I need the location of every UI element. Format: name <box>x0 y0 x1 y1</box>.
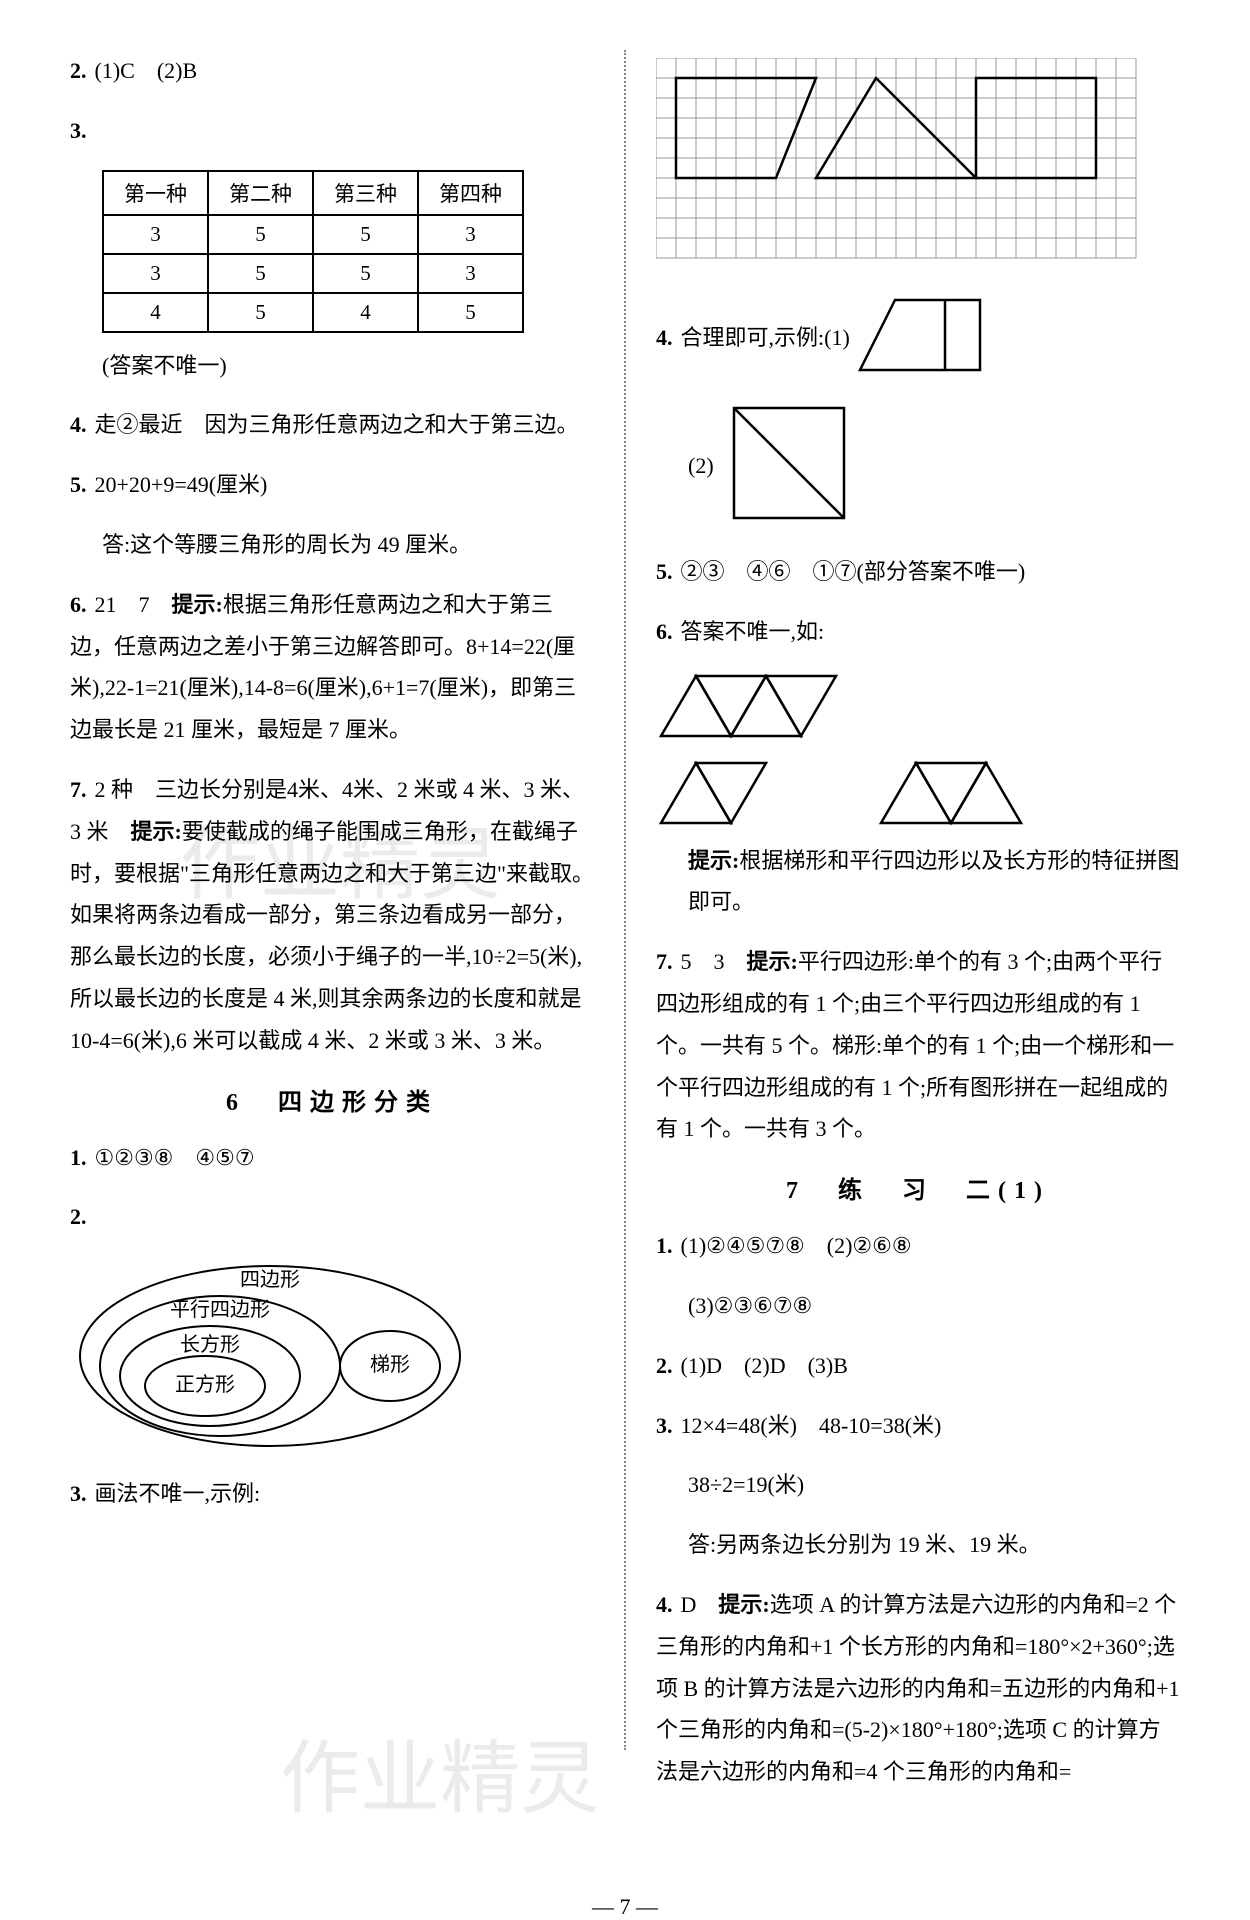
s7q4-lead: D <box>681 1592 719 1617</box>
s6-q2: 2. <box>70 1196 594 1238</box>
q2-text: (1)C (2)B <box>95 58 198 83</box>
r-q6: 6. 答案不唯一,如: <box>656 611 1180 653</box>
s7-q2: 2. (1)D (2)D (3)B <box>656 1345 1180 1387</box>
venn-diagram: 四边形平行四边形长方形正方形 梯形 <box>70 1256 594 1461</box>
qnum: 3. <box>70 1481 87 1506</box>
question-2: 2. (1)C (2)B <box>70 50 594 92</box>
s7q4-text: 选项 A 的计算方法是六边形的内角和=2 个三角形的内角和+1 个长方形的内角和… <box>656 1592 1180 1784</box>
s7-q4: 4. D 提示:选项 A 的计算方法是六边形的内角和=2 个三角形的内角和+1 个… <box>656 1584 1180 1793</box>
q7-text: 要使截成的绳子能围成三角形，在截绳子时，要根据"三角形任意两边之和大于第三边"来… <box>70 819 594 1053</box>
sub2-label: (2) <box>688 453 714 478</box>
svg-text:长方形: 长方形 <box>180 1333 240 1356</box>
s7q2-text: (1)D (2)D (3)B <box>681 1353 848 1378</box>
qnum: 4. <box>70 412 87 437</box>
left-column: 2.(1)C (2)B 3. 第一种第二种第三种第四种355335534545 … <box>70 50 594 1830</box>
qnum: 7. <box>70 777 87 802</box>
qnum: 4. <box>656 1592 673 1617</box>
qnum: 3. <box>70 118 87 143</box>
trapezoid-icon <box>855 295 995 385</box>
hint-label: 提示: <box>688 848 739 873</box>
question-6: 6.21 7 提示:根据三角形任意两边之和大于第三边，任意两边之差小于第三边解答… <box>70 584 594 751</box>
hint-label: 提示: <box>172 592 223 617</box>
qnum: 1. <box>656 1233 673 1258</box>
q3-table: 第一种第二种第三种第四种355335534545 <box>102 170 524 333</box>
qnum: 7. <box>656 949 673 974</box>
s7-q3-ans: 答:另两条边长分别为 19 米、19 米。 <box>656 1524 1180 1566</box>
qnum: 3. <box>656 1413 673 1438</box>
r-q6-hint: 提示:根据梯形和平行四边形以及长方形的特征拼图即可。 <box>656 840 1180 924</box>
s6-q3: 3. 画法不唯一,示例: <box>70 1473 594 1515</box>
rq5-text: ②③ ④⑥ ①⑦(部分答案不唯一) <box>681 559 1026 584</box>
s7-q1: 1. (1)②④⑤⑦⑧ (2)②⑥⑧ <box>656 1225 1180 1267</box>
triangle-strip-1 <box>656 671 1180 746</box>
rq4-text: 合理即可,示例:(1) <box>681 325 850 350</box>
r-q4: 4. 合理即可,示例:(1) <box>656 295 1180 385</box>
svg-text:梯形: 梯形 <box>370 1353 410 1376</box>
svg-text:四边形: 四边形 <box>240 1268 300 1291</box>
section-6-title: 6 四边形分类 <box>70 1082 594 1117</box>
svg-text:正方形: 正方形 <box>175 1373 235 1396</box>
column-divider <box>624 50 626 1750</box>
rq7-text: 平行四边形:单个的有 3 个;由两个平行四边形组成的有 1 个;由三个平行四边形… <box>656 949 1174 1141</box>
q6-lead: 21 7 <box>95 592 172 617</box>
qnum: 6. <box>656 619 673 644</box>
q5-calc: 20+20+9=49(厘米) <box>95 472 268 497</box>
section-7-title: 7 练 习 二(1) <box>656 1170 1180 1205</box>
s6-q1: 1. ①②③⑧ ④⑤⑦ <box>70 1137 594 1179</box>
question-4: 4. 走②最近 因为三角形任意两边之和大于第三边。 <box>70 404 594 446</box>
question-7: 7.2 种 三边长分别是4米、4米、2 米或 4 米、3 米、3 米 提示:要使… <box>70 769 594 1062</box>
rq6-text: 答案不唯一,如: <box>681 619 825 644</box>
qnum: 5. <box>656 559 673 584</box>
s6q3-text: 画法不唯一,示例: <box>95 1481 261 1506</box>
r-q7: 7. 5 3 提示:平行四边形:单个的有 3 个;由两个平行四边形组成的有 1 个… <box>656 941 1180 1150</box>
square-diag-icon <box>729 403 859 533</box>
hint-label: 提示: <box>747 949 798 974</box>
r-q4-sub2: (2) <box>656 403 1180 533</box>
s7-q3: 3. 12×4=48(米) 48-10=38(米) <box>656 1405 1180 1447</box>
q3-note: (答案不唯一) <box>70 345 594 387</box>
grid-shapes <box>656 58 1180 283</box>
question-5: 5. 20+20+9=49(厘米) <box>70 464 594 506</box>
right-column: 4. 合理即可,示例:(1) (2) 5. ②③ ④⑥ ①⑦(部分答案不唯一) 6.… <box>656 50 1180 1830</box>
page-number: — 7 — <box>592 1894 658 1920</box>
qnum: 5. <box>70 472 87 497</box>
s6q1-text: ①②③⑧ ④⑤⑦ <box>95 1145 255 1170</box>
triangle-strip-2 <box>656 758 1180 828</box>
svg-text:平行四边形: 平行四边形 <box>170 1298 270 1321</box>
qnum: 6. <box>70 592 87 617</box>
s7q1-text: (1)②④⑤⑦⑧ (2)②⑥⑧ <box>681 1233 912 1258</box>
qnum: 1. <box>70 1145 87 1170</box>
rq6-hint: 根据梯形和平行四边形以及长方形的特征拼图即可。 <box>688 848 1179 915</box>
qnum: 2. <box>656 1353 673 1378</box>
s7-q3-l2: 38÷2=19(米) <box>656 1464 1180 1506</box>
rq7-lead: 5 3 <box>681 949 747 974</box>
hint-label: 提示: <box>718 1592 769 1617</box>
q5-answer: 答:这个等腰三角形的周长为 49 厘米。 <box>70 524 594 566</box>
qnum: 2. <box>70 58 87 83</box>
q4-text: 走②最近 因为三角形任意两边之和大于第三边。 <box>95 412 579 437</box>
question-3: 3. <box>70 110 594 152</box>
s7-q1-line2: (3)②③⑥⑦⑧ <box>656 1285 1180 1327</box>
r-q5: 5. ②③ ④⑥ ①⑦(部分答案不唯一) <box>656 551 1180 593</box>
hint-label: 提示: <box>131 819 182 844</box>
s7q3-l1: 12×4=48(米) 48-10=38(米) <box>681 1413 942 1438</box>
two-column-layout: 2.(1)C (2)B 3. 第一种第二种第三种第四种355335534545 … <box>70 50 1180 1830</box>
qnum: 2. <box>70 1204 87 1229</box>
qnum: 4. <box>656 325 673 350</box>
